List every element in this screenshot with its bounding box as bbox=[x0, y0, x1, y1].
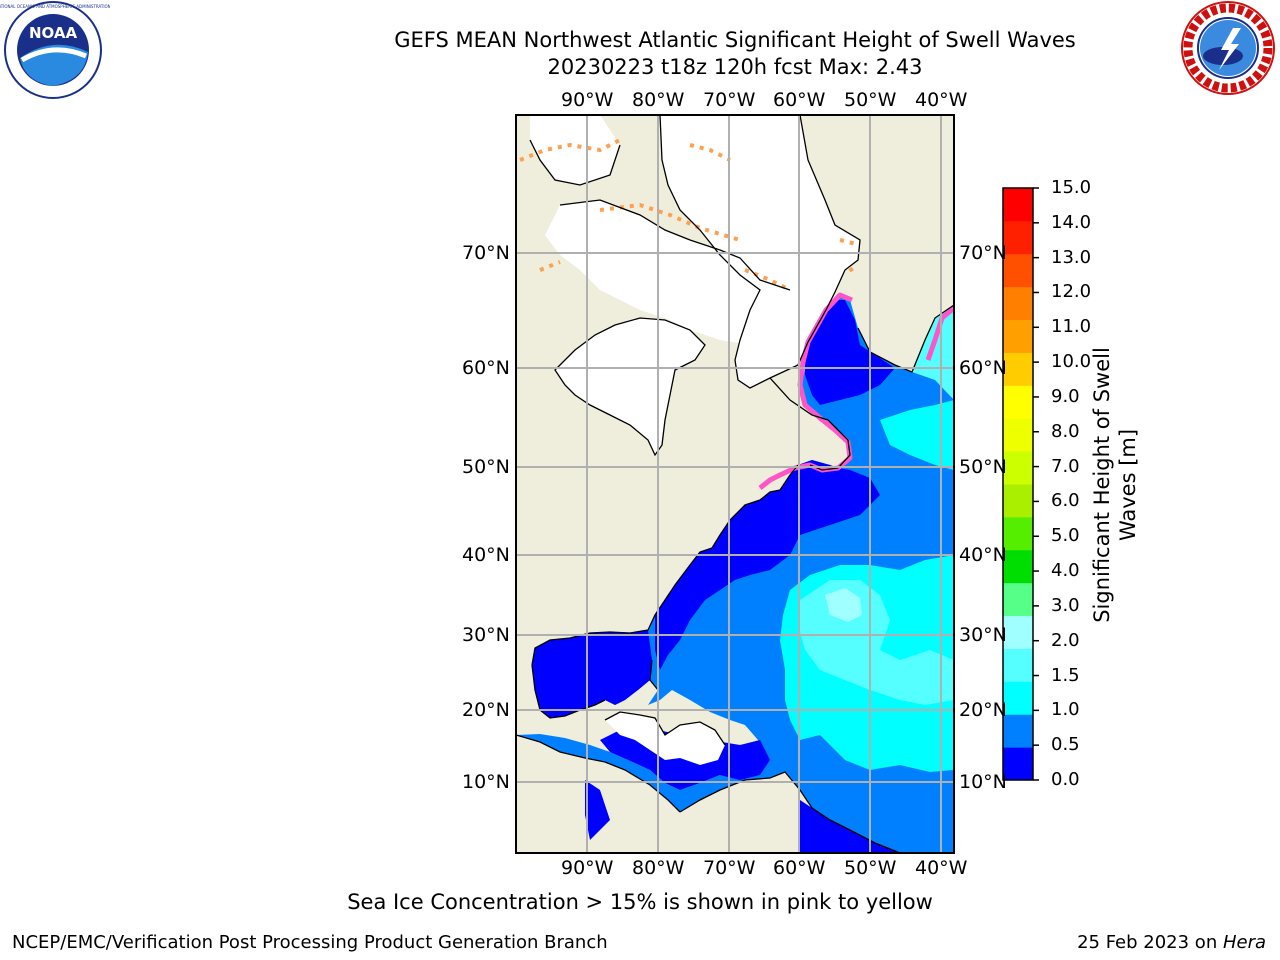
colorbar-tick-label: 5.0 bbox=[1051, 525, 1080, 547]
footer-date-text: 25 Feb 2023 on bbox=[1077, 932, 1223, 953]
footer-credit: NCEP/EMC/Verification Post Processing Pr… bbox=[12, 932, 608, 953]
colorbar-tick-label: 8.0 bbox=[1051, 420, 1080, 442]
caribbean-no-data bbox=[605, 712, 725, 765]
colorbar-segment bbox=[1003, 484, 1033, 518]
colorbar-tick-label: 9.0 bbox=[1051, 385, 1080, 407]
title-block: GEFS MEAN Northwest Atlantic Significant… bbox=[0, 0, 1280, 90]
colorbar-tick-label: 4.0 bbox=[1051, 560, 1080, 582]
colorbar-segment bbox=[1003, 648, 1033, 682]
colorbar-segment bbox=[1003, 549, 1033, 584]
colorbar-frame bbox=[1002, 187, 1034, 781]
lon-label-top-40w: 40°W bbox=[915, 89, 968, 111]
colorbar-segment bbox=[1003, 319, 1033, 353]
lat-label-right-40n: 40°N bbox=[959, 544, 1007, 566]
colorbar-segment bbox=[1003, 220, 1033, 255]
colorbar bbox=[1002, 187, 1039, 781]
lon-label-bottom-90w: 90°W bbox=[561, 857, 614, 879]
colorbar-tick-label: 1.0 bbox=[1051, 699, 1080, 721]
lat-label-left-70n: 70°N bbox=[462, 242, 510, 264]
colorbar-tick-label: 14.0 bbox=[1051, 211, 1092, 233]
lat-label-left-50n: 50°N bbox=[462, 456, 510, 478]
hudson-bay-no-data bbox=[555, 318, 705, 455]
colorbar-segment bbox=[1003, 451, 1033, 485]
lat-label-right-10n: 10°N bbox=[959, 771, 1007, 793]
colorbar-tick-label: 0.0 bbox=[1051, 769, 1080, 790]
colorbar-segment bbox=[1003, 681, 1033, 715]
lon-label-top-70w: 70°W bbox=[703, 89, 756, 111]
chart-subtitle: 20230223 t18z 120h fcst Max: 2.43 bbox=[547, 55, 923, 79]
colorbar-tick-label: 1.5 bbox=[1051, 664, 1080, 686]
colorbar-tick-label: 3.0 bbox=[1051, 594, 1080, 616]
sea-ice-footnote: Sea Ice Concentration > 15% is shown in … bbox=[347, 890, 933, 914]
noaa-logo: NOAA NATIONAL OCEANIC AND ATMOSPHERIC AD… bbox=[0, 1, 110, 99]
colorbar-segment bbox=[1003, 516, 1033, 551]
colorbar-tick-label: 12.0 bbox=[1051, 281, 1092, 303]
colorbar-segment bbox=[1003, 714, 1033, 748]
colorbar-tick-label: 0.5 bbox=[1051, 734, 1080, 756]
lon-label-top-60w: 60°W bbox=[773, 89, 826, 111]
colorbar-label-line2: Waves [m] bbox=[1116, 428, 1140, 542]
lat-label-left-10n: 10°N bbox=[462, 771, 510, 793]
lon-label-bottom-80w: 80°W bbox=[632, 857, 685, 879]
sea-ice-arctic bbox=[519, 138, 861, 292]
colorbar-tick-label: 10.0 bbox=[1051, 351, 1092, 373]
colorbar-segment bbox=[1003, 253, 1033, 288]
colorbar-tick-label: 6.0 bbox=[1051, 490, 1080, 512]
colorbar-segment bbox=[1003, 582, 1033, 617]
nws-logo bbox=[1181, 1, 1275, 95]
lat-label-right-60n: 60°N bbox=[959, 357, 1007, 379]
colorbar-label-line1: Significant Height of Swell bbox=[1090, 347, 1114, 623]
map-area bbox=[516, 115, 954, 853]
footer-host: Hera bbox=[1222, 932, 1266, 953]
svg-text:NOAA: NOAA bbox=[29, 24, 78, 42]
lat-label-right-70n: 70°N bbox=[959, 242, 1007, 264]
chart-title: GEFS MEAN Northwest Atlantic Significant… bbox=[394, 28, 1076, 52]
ocean-low-swell bbox=[532, 300, 900, 853]
colorbar-tick-label: 7.0 bbox=[1051, 455, 1080, 477]
lat-label-right-30n: 30°N bbox=[959, 624, 1007, 646]
colorbar-segment bbox=[1003, 747, 1033, 781]
lat-label-right-50n: 50°N bbox=[959, 456, 1007, 478]
lon-label-bottom-70w: 70°W bbox=[703, 857, 756, 879]
colorbar-segment bbox=[1003, 286, 1033, 321]
lat-label-right-20n: 20°N bbox=[959, 699, 1007, 721]
gridlines bbox=[516, 115, 954, 853]
colorbar-tick-label: 15.0 bbox=[1051, 177, 1092, 198]
greenland-no-data bbox=[660, 115, 860, 388]
svg-text:NATIONAL OCEANIC AND ATMOSPHER: NATIONAL OCEANIC AND ATMOSPHERIC ADMINIS… bbox=[0, 4, 110, 9]
colorbar-segment bbox=[1003, 188, 1033, 222]
colorbar-tick-label: 13.0 bbox=[1051, 246, 1092, 268]
colorbar-segment bbox=[1003, 352, 1033, 386]
lat-label-left-40n: 40°N bbox=[462, 544, 510, 566]
lat-label-left-30n: 30°N bbox=[462, 624, 510, 646]
lat-label-left-20n: 20°N bbox=[462, 699, 510, 721]
colorbar-segment bbox=[1003, 385, 1033, 419]
lon-label-top-50w: 50°W bbox=[844, 89, 897, 111]
lon-label-bottom-40w: 40°W bbox=[915, 857, 968, 879]
lon-label-bottom-50w: 50°W bbox=[844, 857, 897, 879]
lon-label-top-80w: 80°W bbox=[632, 89, 685, 111]
colorbar-segment bbox=[1003, 418, 1033, 452]
ocean-max-swell bbox=[825, 588, 862, 622]
lat-label-left-60n: 60°N bbox=[462, 357, 510, 379]
colorbar-tick-label: 11.0 bbox=[1051, 316, 1092, 338]
map-frame bbox=[515, 114, 955, 854]
lon-label-bottom-60w: 60°W bbox=[773, 857, 826, 879]
footer-date: 25 Feb 2023 on Hera bbox=[1077, 932, 1266, 953]
colorbar-tick-label: 2.0 bbox=[1051, 629, 1080, 651]
colorbar-segment bbox=[1003, 615, 1033, 649]
lon-label-top-90w: 90°W bbox=[561, 89, 614, 111]
